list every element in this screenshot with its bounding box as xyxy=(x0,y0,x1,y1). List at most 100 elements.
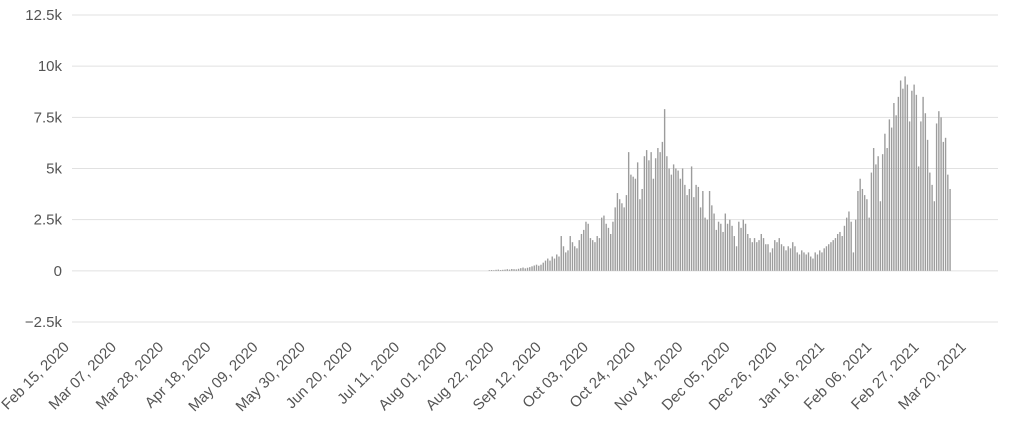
bar xyxy=(681,168,684,271)
bar xyxy=(675,168,677,271)
bar xyxy=(711,205,713,271)
bar xyxy=(697,186,700,271)
bar xyxy=(938,111,940,271)
bar xyxy=(857,191,859,271)
gridlines xyxy=(72,14,998,323)
bar xyxy=(850,221,852,271)
bar xyxy=(911,90,913,271)
bar xyxy=(684,184,686,271)
bar xyxy=(618,199,621,271)
bar xyxy=(594,242,596,271)
bar xyxy=(508,269,511,271)
bar xyxy=(814,252,816,271)
bar xyxy=(879,201,882,271)
bar xyxy=(935,123,938,271)
y-tick-label: 0 xyxy=(54,263,62,280)
bar xyxy=(562,246,565,271)
bar xyxy=(870,172,873,271)
bar xyxy=(828,244,830,271)
bar xyxy=(650,152,652,271)
bar xyxy=(740,227,742,271)
bar xyxy=(614,207,616,271)
bar xyxy=(890,127,893,271)
bar xyxy=(848,211,850,271)
bar xyxy=(758,240,760,271)
bar xyxy=(949,188,951,271)
bar xyxy=(699,207,702,271)
bar xyxy=(574,246,576,271)
bar xyxy=(899,80,902,271)
bar xyxy=(888,119,891,271)
bar xyxy=(666,156,668,271)
bar xyxy=(776,242,778,271)
bar xyxy=(704,217,706,271)
bar xyxy=(583,229,585,271)
bar xyxy=(571,242,574,271)
bar xyxy=(803,252,805,271)
bar xyxy=(789,248,792,271)
bar xyxy=(722,231,724,271)
bar xyxy=(866,199,868,271)
bar xyxy=(821,252,823,271)
bar xyxy=(904,76,906,271)
bar xyxy=(767,244,769,271)
bar xyxy=(747,233,749,271)
bar xyxy=(726,223,729,271)
bar xyxy=(493,270,495,271)
bar xyxy=(845,217,848,271)
bar xyxy=(520,268,522,271)
bar xyxy=(695,184,697,271)
bar xyxy=(787,246,789,271)
bar xyxy=(753,238,756,271)
bar xyxy=(556,254,558,271)
bar xyxy=(663,109,666,271)
bar xyxy=(495,269,497,271)
bar xyxy=(627,152,630,271)
bar xyxy=(744,223,747,271)
bar xyxy=(742,219,744,271)
bar xyxy=(513,269,515,271)
bar xyxy=(893,103,895,271)
bar xyxy=(778,238,780,271)
bar xyxy=(538,265,540,271)
bar xyxy=(560,236,562,271)
bar xyxy=(940,117,942,271)
bar xyxy=(897,96,900,271)
bar xyxy=(634,178,637,271)
bar xyxy=(902,88,904,271)
y-axis-ticks: 12.5k 10k 7.5k 5k 2.5k 0 −2.5k xyxy=(25,7,63,331)
bar xyxy=(762,238,765,271)
bar xyxy=(652,178,655,271)
bar xyxy=(895,115,897,271)
bar xyxy=(794,246,796,271)
bar xyxy=(589,238,592,271)
bar xyxy=(884,133,886,271)
bar xyxy=(920,121,922,271)
bar xyxy=(913,84,915,271)
bar xyxy=(567,250,569,271)
bar xyxy=(529,267,531,271)
bar xyxy=(551,256,553,271)
bar xyxy=(504,269,506,271)
bar xyxy=(872,148,875,271)
bar xyxy=(569,236,571,271)
bar xyxy=(886,148,888,271)
bar xyxy=(654,158,657,271)
bar xyxy=(693,197,695,271)
bar xyxy=(517,268,520,271)
bar xyxy=(735,246,738,271)
bar xyxy=(785,250,787,271)
bar xyxy=(792,242,794,271)
bar xyxy=(906,84,909,271)
bar xyxy=(769,252,771,271)
bar xyxy=(565,252,567,271)
bar xyxy=(659,152,661,271)
bar xyxy=(843,225,846,271)
bar xyxy=(841,236,843,271)
bar xyxy=(861,188,864,271)
bar xyxy=(731,225,733,271)
bar xyxy=(657,148,659,271)
bar xyxy=(933,201,936,271)
